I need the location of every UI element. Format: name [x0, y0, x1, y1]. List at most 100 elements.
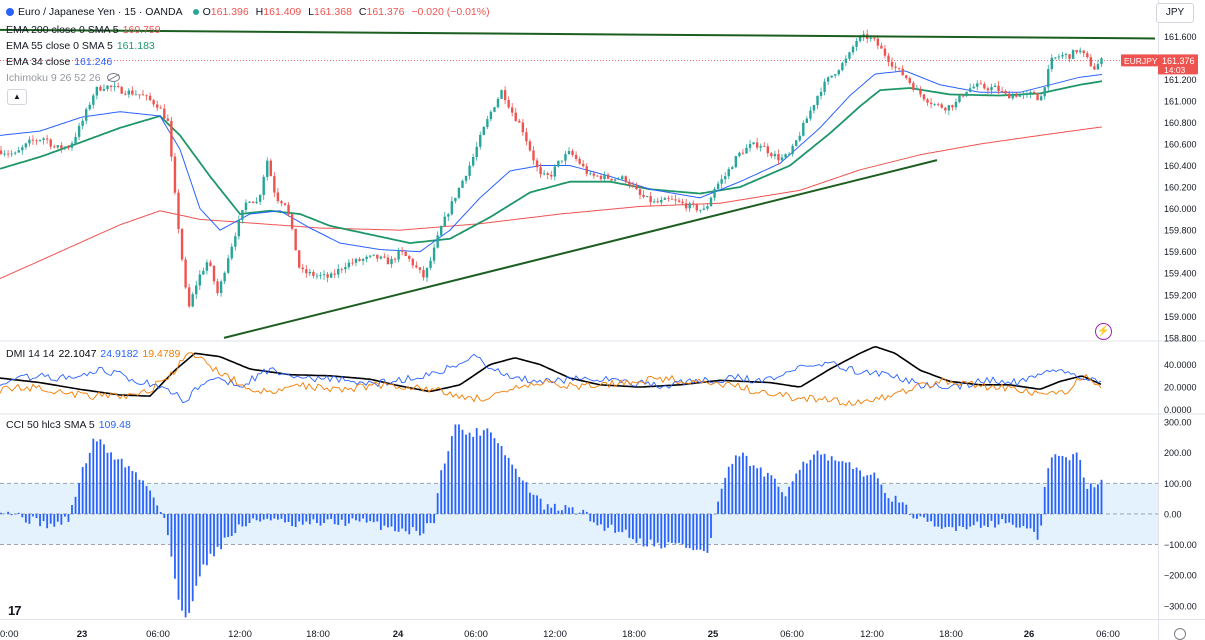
- candle-body: [187, 287, 191, 307]
- cci-bar: [930, 513, 932, 522]
- gear-icon[interactable]: [1174, 628, 1186, 640]
- cci-bar: [358, 513, 361, 522]
- cci-bar: [749, 465, 751, 514]
- cci-bar: [426, 513, 428, 524]
- cci-bar: [401, 513, 404, 529]
- cci-bar: [887, 498, 890, 514]
- cci-bar: [1075, 452, 1078, 514]
- cci-bar: [312, 513, 315, 520]
- lightning-icon[interactable]: ⚡: [1095, 323, 1112, 340]
- cci-bar: [223, 513, 226, 538]
- cci-bar: [1065, 457, 1067, 514]
- candle-body: [560, 160, 564, 162]
- candle-body: [525, 132, 528, 142]
- candle-body: [3, 153, 6, 155]
- candle-body: [1061, 55, 1064, 57]
- cci-bar: [827, 460, 830, 514]
- cci-bar: [482, 430, 485, 514]
- cci-bar: [333, 513, 336, 525]
- cci-bar: [81, 467, 84, 514]
- price-tick-label: 160.200: [1164, 183, 1197, 193]
- candle-body: [944, 107, 947, 111]
- eye-slash-icon[interactable]: [106, 73, 120, 82]
- candle-body: [1043, 87, 1046, 97]
- ema200-legend[interactable]: EMA 200 close 0 SMA 5 160.759: [6, 24, 165, 37]
- currency-button[interactable]: JPY: [1156, 3, 1194, 23]
- cci-bar: [717, 501, 719, 514]
- candle-body: [400, 250, 404, 252]
- candle-body: [301, 267, 304, 270]
- cci-bar: [674, 513, 677, 544]
- candle-body: [812, 105, 816, 111]
- ema55-legend[interactable]: EMA 55 close 0 SMA 5 161.183: [6, 40, 159, 53]
- candle-body: [67, 146, 70, 148]
- candle-body: [798, 135, 801, 141]
- cci-bar: [646, 513, 648, 547]
- cci-bar: [656, 513, 659, 543]
- tradingview-logo-icon[interactable]: 17: [8, 603, 22, 618]
- cci-bar: [202, 513, 205, 565]
- dmi-legend[interactable]: DMI 14 14 22.1047 24.9182 19.4789: [6, 348, 184, 361]
- candle-body: [656, 201, 659, 203]
- cci-bar: [237, 513, 240, 525]
- price-tick-label: 161.600: [1164, 32, 1197, 42]
- candle-body: [624, 176, 627, 182]
- cci-bar: [511, 464, 514, 514]
- trendlines[interactable]: [0, 28, 1156, 339]
- candle-body: [1075, 50, 1078, 53]
- cci-bar: [969, 513, 972, 527]
- cci-bar: [908, 513, 911, 515]
- cci-bar: [667, 513, 670, 543]
- candle-body: [954, 101, 958, 108]
- candle-body: [74, 136, 77, 144]
- cci-bar: [422, 513, 425, 534]
- cci-bar: [408, 513, 411, 535]
- symbol-legend[interactable]: Euro / Japanese Yen · 15 · OANDA O161.396…: [6, 6, 494, 19]
- cci-bar: [7, 511, 9, 514]
- cci-bar: [138, 479, 141, 514]
- cci-bar: [820, 454, 822, 514]
- cci-bar: [632, 513, 634, 540]
- cci-bar: [490, 432, 492, 514]
- candle-body: [475, 146, 478, 157]
- cci-bar: [475, 428, 478, 514]
- ema200-label: EMA 200 close 0 SMA 5: [6, 24, 119, 36]
- cci-bar: [277, 513, 279, 520]
- cci-bar: [376, 513, 379, 522]
- cci-bar: [940, 513, 943, 529]
- ema200-value: 160.759: [122, 24, 161, 36]
- candle-body: [1029, 92, 1032, 94]
- cci-bar: [454, 424, 457, 514]
- candle-body: [695, 204, 698, 211]
- candle-body: [45, 138, 49, 140]
- cci-bar: [546, 504, 549, 514]
- candle-body: [791, 145, 794, 154]
- cci-bar: [468, 432, 471, 514]
- cci-bar: [174, 513, 176, 579]
- candle-body: [216, 281, 219, 294]
- cci-bar: [671, 513, 673, 543]
- collapse-legend-button[interactable]: ▲: [7, 89, 27, 105]
- cci-bar: [734, 455, 737, 514]
- candle-body: [418, 267, 422, 270]
- cci-bar: [575, 513, 577, 515]
- candle-body: [49, 139, 52, 147]
- cci-bar: [301, 513, 304, 525]
- cci-bar: [543, 509, 546, 514]
- candle-body: [951, 105, 954, 108]
- cci-bar: [330, 513, 333, 519]
- ema34-legend[interactable]: EMA 34 close 161.246: [6, 56, 116, 69]
- candle-body: [134, 94, 138, 96]
- cci-bar: [458, 424, 460, 514]
- cci-legend[interactable]: CCI 50 hlc3 SMA 5 109.48: [6, 419, 135, 432]
- cci-bar: [699, 513, 702, 550]
- cci-bar: [994, 513, 996, 528]
- ichimoku-legend[interactable]: Ichimoku 9 26 52 26: [6, 72, 124, 85]
- dmi-series-0: [0, 345, 1102, 397]
- candle-body: [369, 255, 372, 257]
- ema55-value: 161.183: [116, 40, 155, 52]
- cci-bar: [777, 486, 780, 514]
- cci-bar: [156, 505, 159, 514]
- cci-bar: [770, 475, 773, 514]
